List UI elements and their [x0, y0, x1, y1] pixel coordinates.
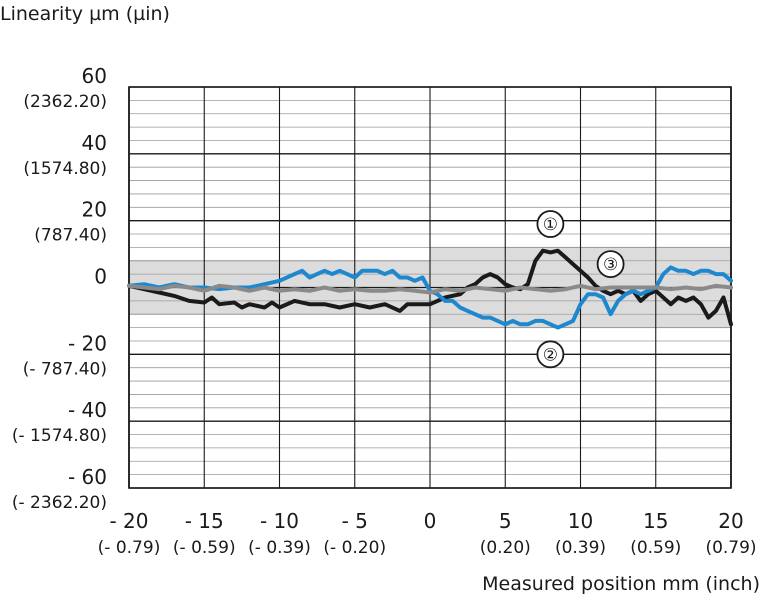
annotation-circle-1: [536, 210, 565, 238]
series-lines: [127, 248, 733, 330]
y-tick-label: - 40: [68, 398, 107, 422]
x-tick-sublabel: (0.59): [630, 538, 681, 558]
y-tick-sublabel: (- 787.40): [23, 359, 107, 379]
x-tick-label: 5: [499, 509, 512, 533]
x-tick-label: - 20: [109, 509, 148, 533]
annotation-label-3: ②: [543, 345, 558, 365]
x-tick-label: 20: [718, 509, 743, 533]
y-tick-labels: 60 (2362.20) 40 (1574.80) 20 (787.40) 0 - 20 (- …: [12, 64, 107, 513]
x-tick-sublabel: (- 0.79): [98, 538, 161, 558]
annotation-label-2: ③: [603, 255, 618, 275]
x-tick-sublabel: (0.39): [555, 538, 606, 558]
y-tick-sublabel: (2362.20): [23, 92, 107, 112]
y-tick-sublabel: (- 2362.20): [12, 493, 107, 513]
series-line-1: [127, 248, 733, 327]
series-line-3: [127, 283, 733, 295]
y-tick-sublabel: (- 1574.80): [12, 426, 107, 446]
y-tick-label: 60: [82, 64, 107, 88]
y-axis-label: Linearity µm (µin): [0, 3, 170, 25]
x-tick-sublabel: (0.79): [705, 538, 756, 558]
x-tick-sublabel: (- 0.20): [323, 538, 386, 558]
annotation-circle-2: [596, 250, 625, 279]
x-axis-label: Measured position mm (inch): [482, 573, 760, 595]
x-tick-sublabel: (- 0.59): [173, 538, 236, 558]
x-tick-sublabel: (- 0.39): [248, 538, 311, 558]
annotation-label-1: ①: [543, 215, 558, 235]
y-tick-sublabel: (787.40): [34, 226, 107, 246]
y-tick-label: 20: [82, 198, 107, 222]
annotations: ① ③ ②: [536, 210, 625, 369]
y-tick-label: 0: [94, 265, 107, 289]
x-tick-sublabel: (0.20): [480, 538, 531, 558]
y-tick-label: - 60: [68, 465, 107, 489]
x-tick-label: - 10: [260, 509, 299, 533]
x-tick-label: 0: [424, 509, 437, 533]
x-tick-label: - 5: [342, 509, 368, 533]
x-tick-label: 15: [643, 509, 668, 533]
x-tick-label: - 15: [185, 509, 224, 533]
annotation-circle-3: [536, 340, 565, 369]
y-tick-label: 40: [82, 131, 107, 155]
x-tick-labels: - 20 (- 0.79) - 15 (- 0.59) - 10 (- 0.39) - 5 (…: [98, 509, 757, 558]
y-tick-label: - 20: [68, 331, 107, 355]
y-tick-sublabel: (1574.80): [23, 159, 107, 179]
series-line-2: [127, 265, 733, 330]
x-tick-label: 10: [568, 509, 593, 533]
